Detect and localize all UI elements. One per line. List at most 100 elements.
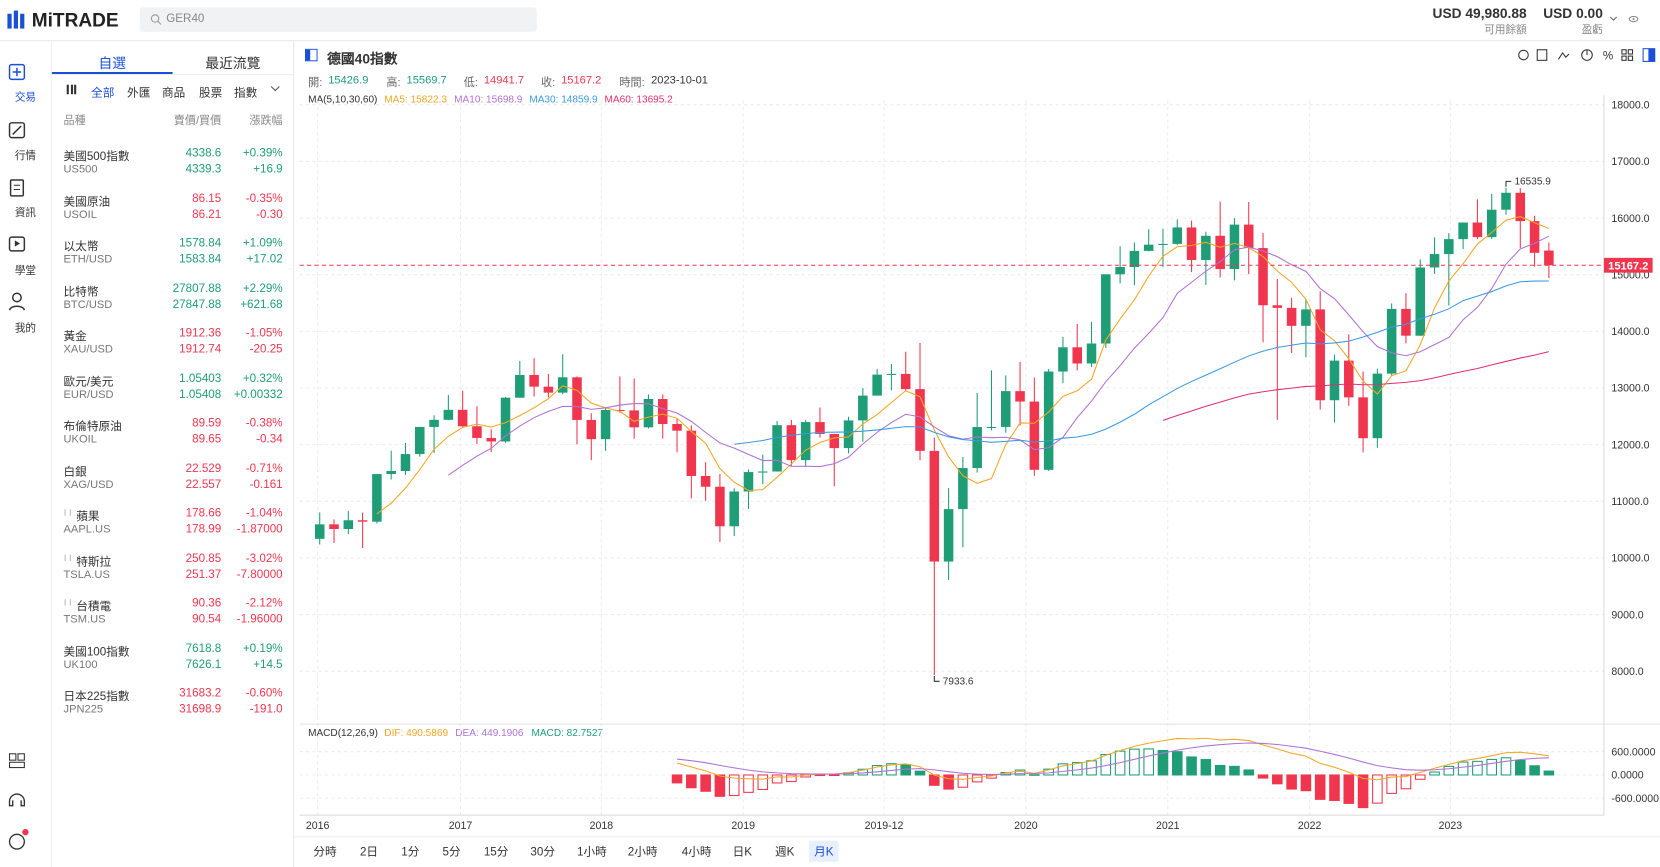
watchlist-row[interactable]: 美國100指數 UK100 7618.8 7626.1 +0.19% +14.5	[52, 636, 293, 680]
nav-label: 資訊	[14, 207, 36, 220]
sell-price: 22.529	[185, 462, 222, 475]
macd-bar	[1529, 765, 1540, 776]
candle-body	[500, 397, 511, 442]
instrument-symbol: XAU/USD	[63, 343, 113, 356]
watchlist-row[interactable]: 白銀 XAG/USD 22.529 22.557 -0.71% -0.161	[52, 456, 293, 500]
timeframe-button[interactable]: 2小時	[627, 845, 658, 859]
filter-icon[interactable]	[66, 84, 77, 95]
macd-bar	[714, 774, 726, 797]
buy-price: 1583.84	[179, 253, 222, 266]
timeframe-button[interactable]: 日K	[732, 845, 753, 859]
instrument-name: 黃金	[63, 330, 87, 344]
watchlist-row[interactable]: 歐元/美元 EUR/USD 1.05403 1.05408 +0.32% +0.00332	[52, 366, 293, 410]
x-tick-label: 2017	[449, 820, 473, 832]
chart-toolbar[interactable]: %	[1512, 48, 1660, 63]
macd-bar	[828, 774, 840, 777]
watchlist-row[interactable]: 比特幣 BTC/USD 27807.88 27847.88 +2.29% +621.68	[52, 276, 293, 320]
change: +16.9	[253, 163, 283, 176]
candle-body	[872, 374, 882, 396]
candle-body	[486, 437, 497, 442]
macd-value: DEA: 449.1906	[455, 727, 524, 739]
watchlist-tab[interactable]: 自選	[98, 55, 126, 71]
sell-price: 178.66	[185, 507, 222, 520]
candle-body	[643, 399, 654, 428]
candle-body	[429, 419, 439, 427]
instrument-symbol: ETH/USD	[63, 253, 113, 266]
chart-title: 德國40指數	[327, 50, 398, 67]
candle-body	[1386, 308, 1397, 374]
change-pct: -0.71%	[245, 462, 283, 475]
macd-bar	[1186, 756, 1197, 776]
ma-value: MA5: 15822.3	[384, 94, 447, 106]
sell-price: 250.85	[185, 552, 222, 565]
candle-body	[1458, 222, 1468, 240]
change-pct: +0.39%	[242, 147, 283, 160]
macd-bar	[1214, 764, 1226, 776]
candle-body	[786, 425, 797, 461]
timeframe-button[interactable]: 2日	[359, 845, 379, 859]
nav-label: 我的	[14, 322, 36, 335]
timeframe-button[interactable]: 5分	[442, 845, 461, 859]
timeframe-button[interactable]: 月K	[808, 840, 839, 862]
macd-bar	[814, 774, 826, 777]
y-tick-label: 9000.0	[1611, 609, 1643, 621]
instrument-symbol: BTC/USD	[63, 298, 113, 311]
watchlist-row[interactable]: 美國原油 USOIL 86.15 86.21 -0.35% -0.30	[52, 186, 293, 230]
header-icons[interactable]	[1609, 15, 1651, 26]
y-tick-label: 17000.0	[1611, 156, 1649, 168]
instrument-name: 蘋果	[76, 510, 100, 523]
search-box[interactable]: GER40	[139, 7, 537, 32]
timeframe-button[interactable]: 1分	[401, 845, 420, 859]
ma-value: MA30: 14859.9	[529, 94, 598, 106]
filter[interactable]: 商品	[161, 86, 186, 100]
tab-divider	[51, 74, 294, 76]
watchlist-row[interactable]: 黃金 XAU/USD 1912.36 1912.74 -1.05% -20.25	[52, 321, 293, 365]
instrument-symbol: EUR/USD	[63, 388, 114, 401]
candle-body	[1272, 305, 1283, 308]
candle-body	[729, 491, 739, 527]
watchlist-row[interactable]: 以太幣 ETH/USD 1578.84 1583.84 +1.09% +17.02	[52, 231, 293, 275]
y-tick-label: 8000.0	[1611, 666, 1643, 678]
filter[interactable]: 指數	[233, 86, 258, 100]
watchlist-tab[interactable]: 最近流覽	[205, 55, 261, 71]
info-label: 開:	[308, 76, 323, 89]
candle-body	[1344, 360, 1354, 398]
watchlist-row[interactable]: 特斯拉 TSLA.US 250.85 251.37 -3.02% -7.80000	[52, 546, 293, 590]
timeframe-button[interactable]: 15分	[483, 845, 509, 859]
candle-body	[800, 422, 811, 461]
filter-more[interactable]	[270, 82, 280, 92]
candle-body	[1286, 307, 1297, 326]
timeframe-button[interactable]: 分時	[313, 845, 337, 859]
timeframe-button[interactable]: 4小時	[681, 845, 712, 859]
change: +0.00332	[233, 388, 283, 401]
info-label: 時間:	[619, 76, 645, 89]
sell-price: 1912.36	[179, 327, 222, 340]
x-tick-label: 2020	[1014, 820, 1038, 832]
candle-body	[1015, 391, 1025, 402]
timeframe-button[interactable]: 1小時	[576, 845, 607, 859]
change-pct: -0.60%	[245, 687, 283, 700]
macd-bar	[743, 774, 754, 793]
watchlist-row[interactable]: 布倫特原油 UKOIL 89.59 89.65 -0.38% -0.34	[52, 411, 293, 455]
info-value: 15569.7	[406, 74, 447, 87]
filter[interactable]: 外匯	[127, 86, 151, 100]
watchlist-row[interactable]: 台積電 TSM.US 90.36 90.54 -2.12% -1.96000	[52, 591, 293, 635]
dea-line	[676, 742, 1549, 775]
macd-bar	[1057, 763, 1069, 776]
watchlist-row[interactable]: 日本225指數 JPN225 31683.2 31698.9 -0.60% -191.0	[52, 681, 293, 725]
filter[interactable]: 全部	[91, 86, 115, 100]
candle-body	[929, 450, 940, 562]
sell-price: 27807.88	[172, 282, 222, 295]
instrument-symbol: JPN225	[63, 702, 104, 716]
candle-body	[1258, 248, 1268, 306]
candle-body	[1486, 209, 1497, 238]
timeframe-button[interactable]: 週K	[774, 845, 795, 859]
macd-bar	[1029, 774, 1040, 776]
filter[interactable]: 股票	[199, 86, 223, 100]
watchlist-row[interactable]: 蘋果 AAPL.US 178.66 178.99 -1.04% -1.87000	[52, 501, 293, 545]
watchlist-row[interactable]: 美國500指數 US500 4338.6 4339.3 +0.39% +16.9	[52, 141, 293, 185]
macd-bar	[1014, 769, 1026, 776]
timeframe-button[interactable]: 30分	[530, 845, 556, 859]
candle-body	[314, 524, 325, 539]
x-tick-label: 2018	[590, 820, 614, 832]
